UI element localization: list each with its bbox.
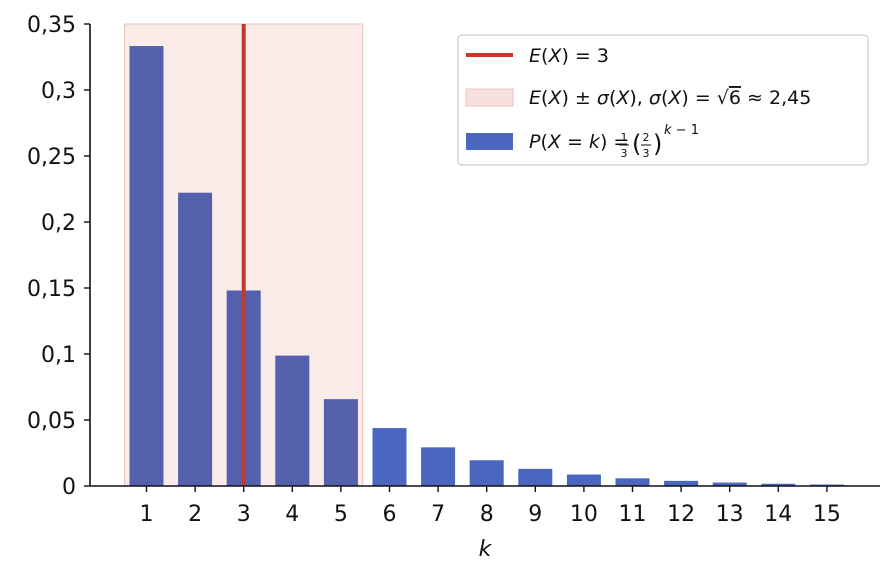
y-tick-label: 0 [62, 475, 76, 500]
x-tick-label: 11 [619, 502, 647, 527]
y-tick-label: 0,05 [27, 409, 76, 434]
bar-6 [372, 428, 407, 486]
svg-text:(: ( [632, 130, 641, 158]
x-tick-label: 13 [716, 502, 744, 527]
svg-text:1: 1 [621, 131, 628, 144]
svg-text:): ) [653, 130, 662, 158]
bar-9 [518, 468, 553, 486]
legend-bar-swatch [466, 133, 513, 150]
x-tick-label: 1 [140, 502, 154, 527]
y-tick-label: 0,3 [41, 79, 76, 104]
bar-12 [664, 480, 699, 486]
svg-text:3: 3 [621, 147, 628, 160]
bar-4 [275, 355, 310, 486]
y-tick-label: 0,25 [27, 145, 76, 170]
svg-text:k − 1: k − 1 [664, 123, 699, 138]
x-tick-label: 3 [237, 502, 251, 527]
legend-box [457, 34, 869, 166]
y-tick-label: 0,2 [41, 211, 76, 236]
x-tick-label: 7 [431, 502, 445, 527]
legend-mean-label: E(X) = 3 [529, 45, 609, 67]
bar-8 [469, 460, 504, 486]
svg-text:3: 3 [643, 147, 650, 160]
bar-5 [323, 399, 358, 486]
y-tick-label: 0,1 [41, 343, 76, 368]
bar-10 [566, 474, 601, 486]
bar-13 [712, 482, 747, 486]
y-tick-label: 0,15 [27, 277, 76, 302]
svg-text:P(X = k) =: P(X = k) = [529, 131, 629, 153]
svg-text:2: 2 [643, 131, 650, 144]
y-tick-label: 0,35 [27, 13, 76, 38]
x-ticks: 1 2 3 4 5 6 7 8 9 10 11 12 13 14 15 [140, 486, 841, 527]
x-tick-label: 4 [285, 502, 299, 527]
x-tick-label: 5 [334, 502, 348, 527]
x-tick-label: 12 [667, 502, 695, 527]
x-tick-label: 6 [383, 502, 397, 527]
x-tick-label: 2 [188, 502, 202, 527]
bar-7 [421, 447, 456, 486]
bar-1 [129, 46, 164, 486]
x-axis-label: k [479, 537, 493, 562]
x-tick-label: 9 [528, 502, 542, 527]
y-ticks: 0 0,05 0,1 0,15 0,2 0,25 0,3 0,35 [27, 13, 90, 500]
x-tick-label: 10 [570, 502, 598, 527]
legend-band-swatch [465, 88, 514, 107]
bars [129, 46, 844, 487]
bar-2 [178, 192, 213, 487]
x-tick-label: 8 [480, 502, 494, 527]
x-tick-label: 14 [764, 502, 792, 527]
bar-14 [761, 483, 796, 486]
x-tick-label: 15 [813, 502, 841, 527]
legend-band-label: E(X) ± σ(X), σ(X) = √6 ≈ 2,45 [529, 87, 811, 109]
legend-bar-label: P(X = k) = 1 3 ( 2 3 ) k − 1 [529, 123, 699, 160]
legend: E(X) = 3 E(X) ± σ(X), σ(X) = √6 ≈ 2,45 P… [457, 34, 869, 166]
bar-11 [615, 478, 650, 486]
